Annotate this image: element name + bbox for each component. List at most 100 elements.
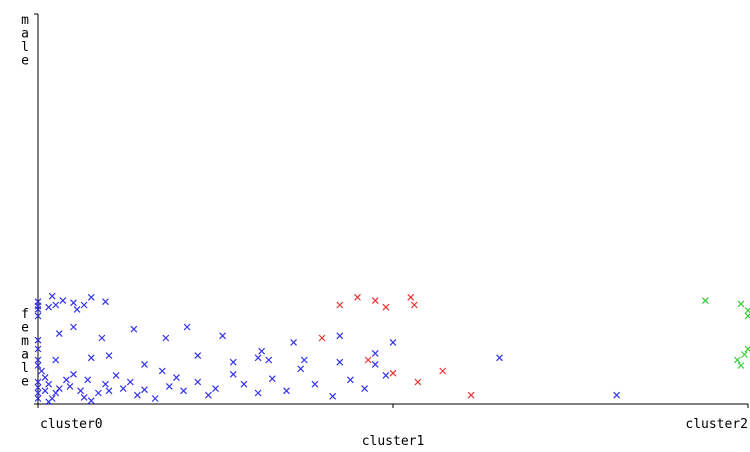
data-point bbox=[382, 303, 390, 311]
data-point bbox=[180, 387, 187, 395]
data-point bbox=[158, 367, 166, 375]
data-point bbox=[329, 392, 337, 400]
data-point bbox=[34, 378, 42, 386]
x-tick-label: cluster1 bbox=[362, 434, 425, 449]
data-point bbox=[389, 369, 397, 377]
data-point bbox=[258, 347, 266, 355]
data-point bbox=[41, 374, 49, 382]
data-point bbox=[133, 391, 141, 399]
data-point bbox=[38, 367, 45, 375]
data-point bbox=[439, 367, 447, 375]
data-point bbox=[219, 332, 227, 340]
data-point bbox=[744, 312, 750, 320]
data-point bbox=[165, 382, 173, 390]
data-point bbox=[414, 378, 422, 386]
data-point bbox=[744, 345, 750, 353]
data-point bbox=[265, 356, 273, 364]
data-point bbox=[382, 371, 390, 379]
data-point bbox=[254, 389, 262, 397]
data-point bbox=[318, 334, 326, 342]
data-point bbox=[87, 293, 95, 301]
data-point bbox=[70, 299, 77, 307]
data-point bbox=[496, 354, 503, 362]
data-point bbox=[70, 323, 77, 331]
data-point bbox=[194, 378, 202, 386]
data-point bbox=[94, 389, 102, 397]
data-point bbox=[141, 386, 148, 394]
data-point bbox=[290, 338, 298, 346]
data-point bbox=[300, 356, 308, 364]
data-point bbox=[52, 356, 60, 364]
data-point bbox=[87, 354, 95, 362]
data-point bbox=[105, 387, 113, 395]
data-point bbox=[34, 305, 42, 313]
data-point bbox=[48, 292, 56, 300]
data-point bbox=[737, 362, 745, 369]
data-point bbox=[87, 397, 95, 405]
data-point bbox=[73, 305, 81, 313]
y-tick-labels: f e m a l e m a l e bbox=[21, 13, 29, 390]
data-point bbox=[162, 334, 170, 342]
data-point bbox=[737, 300, 745, 308]
data-point bbox=[45, 398, 53, 406]
data-point bbox=[354, 293, 361, 301]
data-point bbox=[59, 297, 67, 305]
x-tick-labels: cluster0 cluster1 cluster2 bbox=[40, 417, 748, 449]
data-point bbox=[254, 354, 262, 362]
data-point bbox=[151, 395, 159, 402]
data-point bbox=[45, 380, 53, 388]
data-point bbox=[66, 382, 74, 390]
data-point bbox=[407, 293, 415, 301]
x-tick-label: cluster2 bbox=[685, 417, 748, 432]
data-point bbox=[346, 376, 354, 384]
data-point bbox=[389, 338, 397, 346]
data-point bbox=[34, 312, 42, 320]
data-point bbox=[361, 385, 369, 393]
data-point bbox=[336, 332, 344, 340]
data-point bbox=[194, 352, 202, 360]
data-points bbox=[34, 292, 750, 406]
data-point bbox=[371, 349, 379, 357]
data-point bbox=[80, 393, 88, 401]
data-point bbox=[336, 301, 344, 309]
data-point bbox=[62, 376, 70, 384]
data-point bbox=[34, 336, 42, 344]
data-point bbox=[744, 307, 750, 314]
data-point bbox=[55, 385, 63, 393]
data-point bbox=[336, 358, 344, 366]
data-point bbox=[183, 323, 191, 331]
data-point bbox=[52, 301, 60, 309]
axes bbox=[34, 13, 749, 408]
data-point bbox=[371, 297, 379, 305]
data-point bbox=[80, 301, 88, 309]
data-point bbox=[364, 356, 372, 364]
data-point bbox=[41, 387, 49, 395]
data-point bbox=[34, 384, 42, 391]
data-point bbox=[204, 391, 212, 399]
data-point bbox=[229, 370, 237, 378]
data-point bbox=[34, 362, 42, 369]
data-point bbox=[741, 351, 748, 358]
data-point bbox=[141, 360, 148, 368]
data-point bbox=[102, 298, 109, 306]
data-point bbox=[98, 334, 106, 342]
data-point bbox=[613, 391, 621, 399]
x-tick-label: cluster0 bbox=[40, 417, 103, 432]
data-point bbox=[229, 358, 237, 366]
data-point bbox=[119, 385, 127, 393]
data-point bbox=[410, 301, 418, 309]
data-point bbox=[173, 374, 180, 382]
data-point bbox=[283, 387, 290, 395]
data-point bbox=[126, 378, 134, 386]
data-point bbox=[297, 365, 305, 373]
data-point bbox=[105, 352, 113, 360]
data-point bbox=[212, 385, 219, 393]
data-point bbox=[34, 345, 42, 353]
data-point bbox=[84, 376, 92, 384]
data-point bbox=[52, 389, 60, 397]
data-point bbox=[467, 391, 475, 399]
data-point bbox=[55, 330, 63, 338]
